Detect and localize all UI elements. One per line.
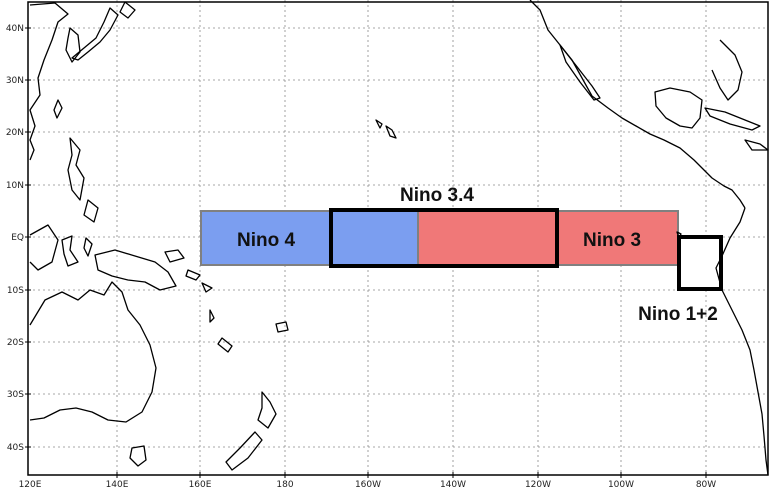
lat-tick-label: 30S: [7, 390, 24, 400]
nino4-box-east: [331, 211, 418, 265]
nino3-box-west: [418, 211, 557, 265]
nino3-label: Nino 3: [583, 230, 641, 251]
lat-tick-label: 20N: [6, 128, 24, 138]
lon-tick-label: 80W: [696, 480, 716, 490]
lon-tick-label: 160W: [355, 480, 381, 490]
nino34-label: Nino 3.4: [400, 185, 474, 206]
lon-tick-label: 180: [276, 480, 293, 490]
lon-tick-label: 120W: [525, 480, 551, 490]
lat-tick-label: 40S: [7, 443, 24, 453]
lat-tick-label: EQ: [11, 233, 24, 243]
lon-tick-label: 160E: [189, 480, 212, 490]
nino12-box: [677, 235, 723, 291]
lon-tick-label: 120E: [19, 480, 42, 490]
lat-tick-label: 10S: [7, 286, 24, 296]
lat-tick-label: 20S: [7, 338, 24, 348]
lat-tick-label: 30N: [6, 76, 24, 86]
nino12-label: Nino 1+2: [638, 304, 718, 325]
nino4-label: Nino 4: [237, 230, 295, 251]
lat-tick-label: 10N: [6, 181, 24, 191]
lon-tick-label: 100W: [608, 480, 634, 490]
lat-tick-labels: 40N 30N 20N 10N EQ 10S 20S 30S 40S: [6, 24, 24, 453]
lon-tick-labels: 120E 140E 160E 180 160W 140W 120W 100W 8…: [19, 480, 717, 490]
nino-region-boxes: [200, 208, 723, 291]
lon-tick-label: 140E: [106, 480, 129, 490]
nino4-box-west: [201, 211, 331, 265]
nino34-box: [329, 208, 559, 268]
lon-tick-label: 140W: [440, 480, 466, 490]
nino3-box-east: [557, 211, 678, 265]
region-labels: Nino 4 Nino 3 Nino 3.4 Nino 1+2: [237, 185, 718, 325]
map-frame: [27, 1, 769, 476]
lat-tick-label: 40N: [6, 24, 24, 34]
axis-ticks: [25, 27, 707, 478]
